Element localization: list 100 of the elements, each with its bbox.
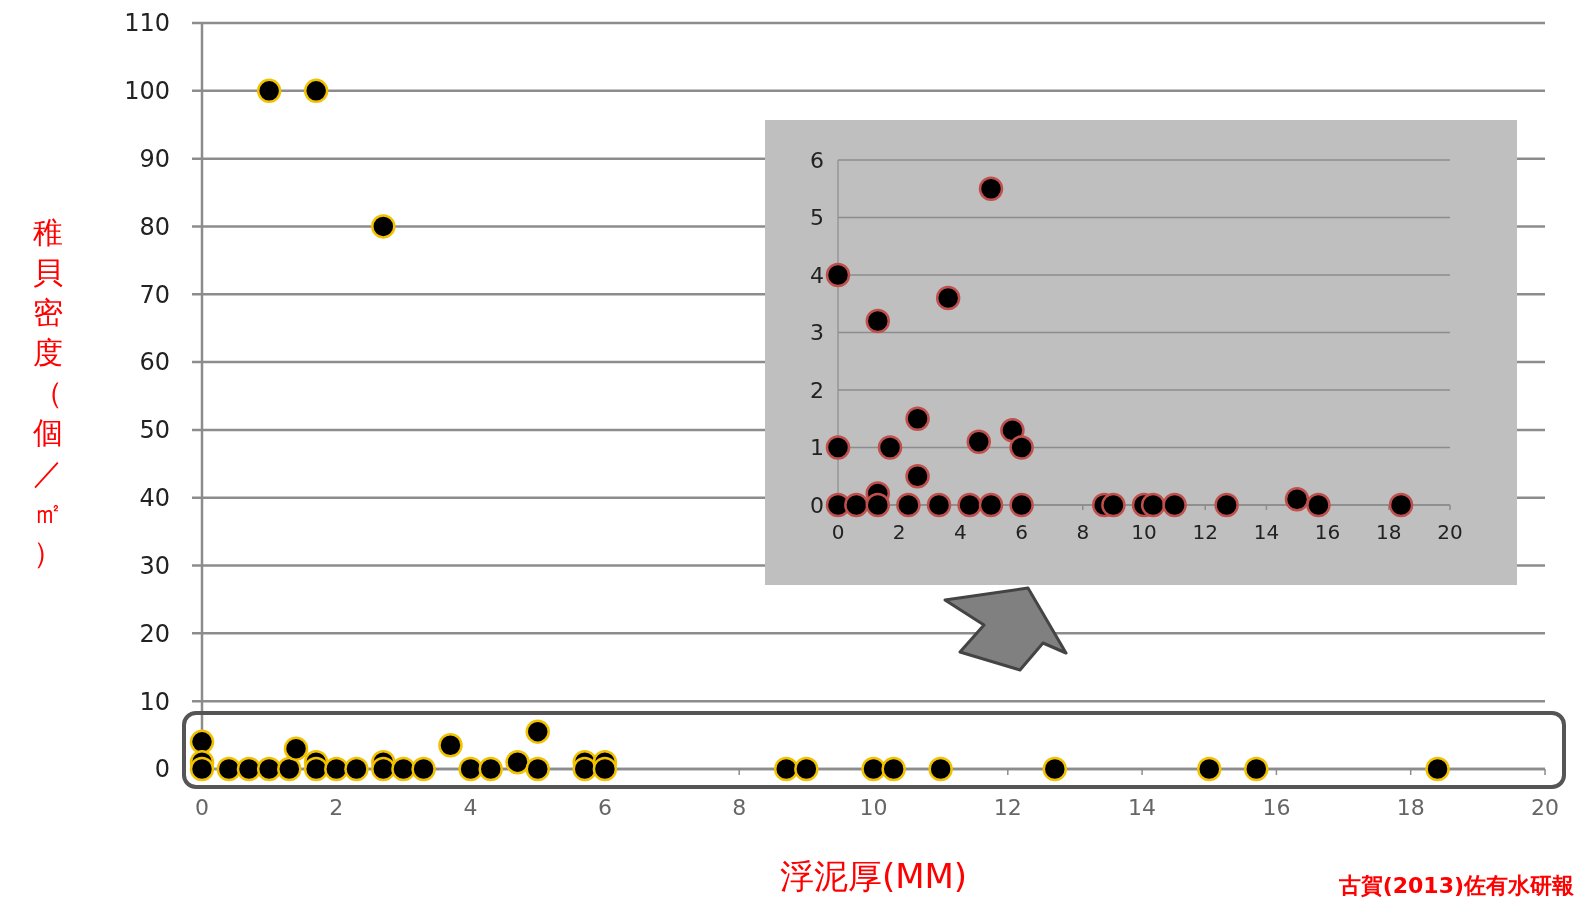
x-tick-label: 20 [1437,520,1463,544]
point [966,429,992,454]
point [935,285,961,311]
point [928,756,953,782]
x-tick-label: 8 [732,795,747,820]
x-tick-label: 2 [892,520,906,544]
x-tick-label: 18 [1376,520,1402,544]
y-tick-label: 20 [139,619,170,648]
point [277,756,302,782]
point [256,756,282,782]
point [773,756,799,782]
point [865,308,891,334]
point [525,719,550,744]
point [1214,492,1239,518]
point [458,756,483,782]
point [877,435,903,460]
point [1425,756,1450,782]
x-tick-label: 16 [1262,795,1291,820]
point [926,492,952,518]
x-tick-label: 10 [859,795,888,820]
point [371,214,396,239]
point [1140,492,1166,518]
x-tick-label: 10 [1131,520,1157,544]
y-tick-label: 2 [810,377,824,403]
point [896,492,921,518]
point [411,756,436,782]
point [1009,435,1034,460]
point [881,756,906,782]
x-tick-label: 0 [195,795,209,820]
y-tick-label: 5 [810,205,824,231]
x-tick-label: 20 [1531,795,1559,820]
y-tick-label: 6 [810,147,824,173]
point [216,756,242,782]
point [1244,756,1269,782]
point [794,756,819,782]
point [905,406,930,431]
x-tick-label: 12 [1192,520,1218,544]
y-tick-label: 0 [154,755,170,784]
point [861,756,886,782]
point [324,756,349,782]
point [256,78,282,104]
x-tick-label: 16 [1314,520,1341,544]
point [478,756,503,782]
point [957,492,982,518]
point [303,78,329,104]
x-tick-label: 6 [1015,520,1028,544]
point [1306,492,1331,518]
x-tick-label: 12 [993,795,1022,820]
point [189,729,215,755]
text: 古賀(2013)佐有水研報 [1337,873,1575,898]
y-tick-label: 50 [139,416,170,445]
point [1101,492,1126,518]
y-tick-label: 100 [124,77,170,106]
y-tick-label: 40 [139,484,170,513]
y-tick-label: 0 [810,492,824,518]
point [371,756,396,782]
y-tick-label: 60 [139,348,170,377]
point [572,756,598,782]
point [978,492,1004,518]
point [236,756,262,782]
x-tick-label: 6 [597,795,612,820]
x-tick-label: 0 [831,520,845,544]
x-tick-label: 14 [1128,795,1157,820]
y-tick-label: 70 [139,280,170,309]
point [905,464,930,489]
point [303,756,329,782]
y-tick-label: 90 [139,145,170,174]
y-tick-label: 10 [139,687,170,716]
x-tick-label: 4 [463,795,478,820]
point [825,435,851,460]
point [865,492,891,518]
x-tick-label: 2 [329,795,344,820]
point [505,749,530,775]
point [592,756,618,782]
point [1388,492,1414,518]
point [391,756,416,782]
point [1000,418,1025,443]
y-tick-label: 30 [139,551,170,580]
point [1042,756,1068,782]
point [1284,487,1310,512]
x-axis-title: 浮泥厚(MM) [779,856,968,896]
point [1162,492,1187,518]
point [825,262,851,288]
x-tick-label: 4 [954,520,967,544]
y-tick-label: 3 [810,320,824,346]
x-tick-label: 8 [1076,520,1090,544]
text: 稚貝密度（個／㎡） [33,215,63,570]
point [525,756,550,782]
point [344,756,369,782]
point [283,736,309,761]
y-tick-label: 110 [124,9,170,38]
y-tick-label: 4 [810,262,824,288]
point [844,492,869,518]
x-tick-label: 18 [1396,795,1425,820]
point [438,733,463,758]
y-tick-label: 1 [810,435,824,461]
x-tick-label: 14 [1253,520,1280,544]
point [1197,756,1222,782]
point [978,176,1004,201]
y-tick-label: 80 [139,212,170,241]
